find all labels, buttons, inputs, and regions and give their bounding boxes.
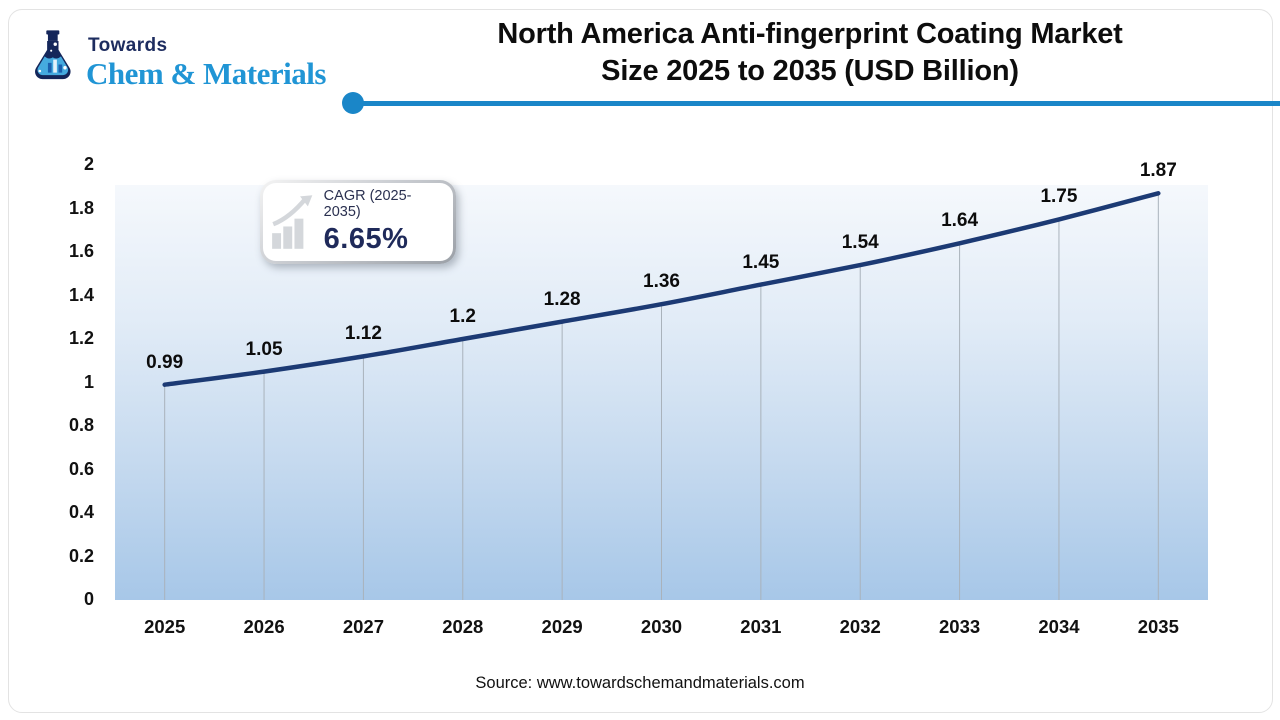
data-point-label: 1.36 xyxy=(643,271,680,293)
source-text: Source: www.towardschemandmaterials.com xyxy=(475,674,805,692)
data-point-label: 1.12 xyxy=(344,323,382,345)
data-point-label: 1.75 xyxy=(1040,186,1078,208)
x-tick-label: 2035 xyxy=(1137,616,1179,637)
y-tick-label: 0.6 xyxy=(68,458,94,479)
title-underline xyxy=(342,92,1280,114)
x-tick-label: 2028 xyxy=(442,616,484,637)
cagr-label: CAGR (2025-2035) xyxy=(323,187,412,220)
data-point-label: 0.99 xyxy=(146,351,184,373)
cagr-value: 6.65% xyxy=(323,222,409,255)
data-point-label: 1.45 xyxy=(742,251,780,273)
x-tick-label: 2031 xyxy=(740,616,782,637)
y-tick-label: 1.6 xyxy=(68,241,94,261)
data-point-label: 1.2 xyxy=(449,306,476,327)
x-tick-label: 2030 xyxy=(640,616,683,637)
x-tick-label: 2033 xyxy=(939,616,981,637)
y-tick-label: 2 xyxy=(83,154,94,174)
flask-icon xyxy=(35,30,71,80)
x-tick-label: 2032 xyxy=(839,616,881,637)
cagr-badge: CAGR (2025-2035) 6.65% xyxy=(260,180,456,264)
x-tick-label: 2025 xyxy=(144,616,186,637)
logo: Towards Chem & Materials xyxy=(26,30,326,89)
y-tick-label: 0.2 xyxy=(68,545,94,566)
y-tick-label: 0.4 xyxy=(68,502,94,522)
y-tick-label: 0.8 xyxy=(68,415,94,435)
data-point-label: 1.05 xyxy=(245,338,283,360)
underline-dot-icon xyxy=(342,92,364,114)
x-tick-label: 2034 xyxy=(1038,616,1080,637)
chart-title-line1: North America Anti-fingerprint Coating M… xyxy=(497,18,1123,50)
y-tick-label: 0 xyxy=(83,589,94,609)
data-point-label: 1.87 xyxy=(1139,160,1177,182)
data-point-label: 1.28 xyxy=(543,288,581,310)
chart-title: North America Anti-fingerprint Coating M… xyxy=(360,16,1260,90)
y-tick-label: 1.2 xyxy=(68,328,94,348)
data-point-label: 1.54 xyxy=(841,232,879,254)
growth-chart-icon xyxy=(272,195,313,249)
x-tick-label: 2027 xyxy=(342,616,384,637)
y-tick-label: 1 xyxy=(83,371,94,392)
y-tick-label: 1.4 xyxy=(68,284,94,305)
logo-brand: Chem & Materials xyxy=(86,56,326,91)
chart-title-line2: Size 2025 to 2035 (USD Billion) xyxy=(601,55,1019,87)
cagr-badge-inner: CAGR (2025-2035) 6.65% xyxy=(263,183,453,261)
logo-towards: Towards xyxy=(88,35,168,56)
x-tick-label: 2026 xyxy=(243,616,285,637)
x-tick-label: 2029 xyxy=(541,616,583,637)
data-point-label: 1.64 xyxy=(941,210,979,232)
y-tick-label: 1.8 xyxy=(68,197,94,218)
